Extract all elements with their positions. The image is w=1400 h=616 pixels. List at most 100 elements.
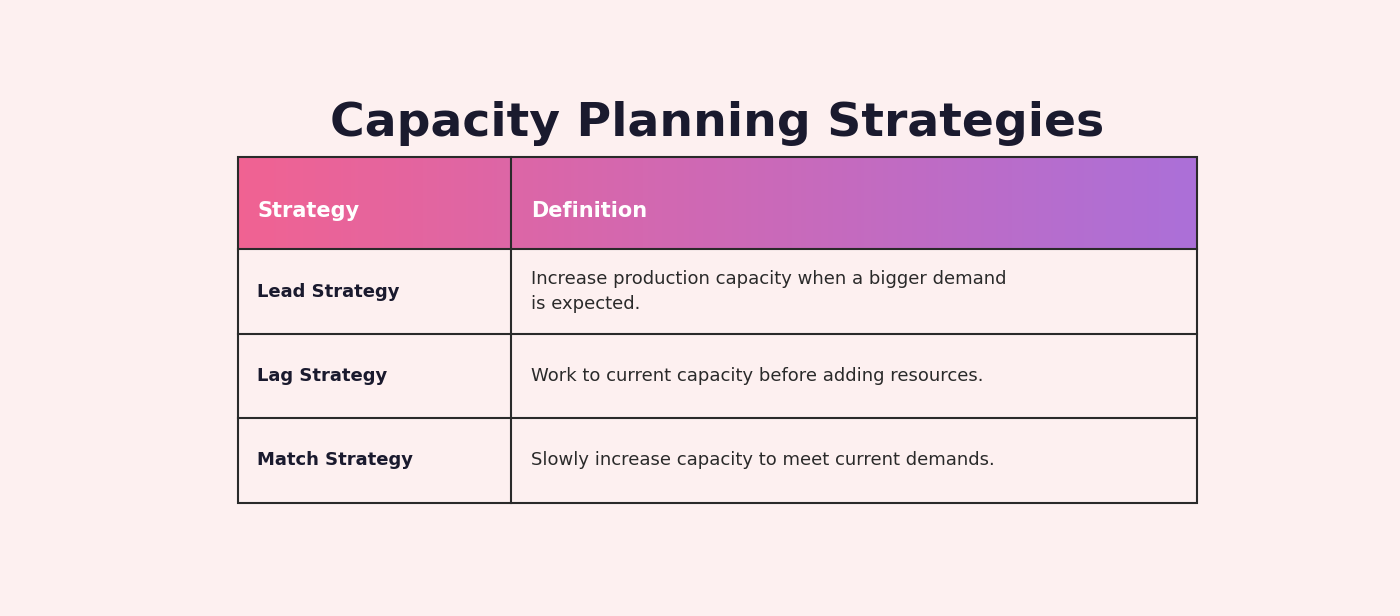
Bar <box>910 157 913 249</box>
Bar <box>914 157 917 249</box>
Bar <box>1005 157 1009 249</box>
Bar <box>927 157 930 249</box>
Bar <box>641 157 644 249</box>
Bar <box>833 157 836 249</box>
Bar <box>238 334 1197 418</box>
Bar <box>1036 157 1040 249</box>
Bar <box>238 249 1197 334</box>
Bar <box>433 157 435 249</box>
Bar <box>315 157 318 249</box>
Bar <box>349 157 351 249</box>
Bar <box>742 157 745 249</box>
Bar <box>893 157 896 249</box>
Bar <box>1079 157 1084 249</box>
Bar <box>416 157 419 249</box>
Bar <box>878 157 882 249</box>
Bar <box>830 157 833 249</box>
Bar <box>895 157 899 249</box>
Bar <box>1163 157 1168 249</box>
Bar <box>689 157 692 249</box>
Bar <box>251 157 253 249</box>
Bar <box>652 157 657 249</box>
Bar <box>844 157 848 249</box>
Bar <box>262 157 266 249</box>
Bar <box>531 157 533 249</box>
Bar <box>749 157 752 249</box>
Bar <box>763 157 767 249</box>
Bar <box>542 157 546 249</box>
Bar <box>504 157 508 249</box>
Bar <box>298 157 301 249</box>
Bar <box>329 157 333 249</box>
Bar <box>293 157 297 249</box>
Bar <box>426 157 428 249</box>
Bar <box>493 157 496 249</box>
Bar <box>739 157 742 249</box>
Bar <box>952 157 956 249</box>
Bar <box>1093 157 1098 249</box>
Bar <box>958 157 960 249</box>
Bar <box>1082 157 1085 249</box>
Bar <box>864 157 867 249</box>
Bar <box>1166 157 1169 249</box>
Bar <box>951 157 953 249</box>
Bar <box>783 157 785 249</box>
Bar <box>1018 157 1021 249</box>
Bar <box>451 157 455 249</box>
Bar <box>466 157 469 249</box>
Bar <box>701 157 704 249</box>
Bar <box>1056 157 1058 249</box>
Text: Lag Strategy: Lag Strategy <box>258 367 388 385</box>
Bar <box>396 157 399 249</box>
Bar <box>332 157 335 249</box>
Bar <box>1144 157 1148 249</box>
Bar <box>325 157 328 249</box>
Bar <box>564 157 567 249</box>
Bar <box>1072 157 1075 249</box>
Bar <box>1012 157 1016 249</box>
Bar <box>524 157 526 249</box>
Bar <box>675 157 678 249</box>
Bar <box>834 157 839 249</box>
Bar <box>622 157 624 249</box>
Bar <box>533 157 536 249</box>
Bar <box>1029 157 1033 249</box>
Bar <box>1065 157 1068 249</box>
Bar <box>1032 157 1035 249</box>
Bar <box>1070 157 1074 249</box>
Bar <box>410 157 414 249</box>
Bar <box>379 157 382 249</box>
Bar <box>595 157 599 249</box>
Bar <box>706 157 708 249</box>
Bar <box>759 157 762 249</box>
Bar <box>907 157 910 249</box>
Bar <box>252 157 256 249</box>
Bar <box>406 157 409 249</box>
Bar <box>722 157 725 249</box>
Bar <box>648 157 651 249</box>
Bar <box>487 157 491 249</box>
Bar <box>766 157 769 249</box>
Bar <box>288 157 291 249</box>
Bar <box>979 157 983 249</box>
Bar <box>490 157 493 249</box>
Bar <box>434 157 438 249</box>
Bar <box>591 157 594 249</box>
Bar <box>809 157 812 249</box>
Bar <box>1130 157 1134 249</box>
Bar <box>756 157 759 249</box>
Bar <box>238 418 1197 503</box>
Bar <box>584 157 587 249</box>
Bar <box>676 157 680 249</box>
Bar <box>517 157 519 249</box>
Bar <box>353 157 357 249</box>
Bar <box>552 157 556 249</box>
Bar <box>423 157 426 249</box>
Bar <box>372 157 375 249</box>
Bar <box>281 157 284 249</box>
Bar <box>1096 157 1100 249</box>
Bar <box>370 157 374 249</box>
Bar <box>413 157 416 249</box>
Bar <box>1043 157 1047 249</box>
Bar <box>550 157 553 249</box>
